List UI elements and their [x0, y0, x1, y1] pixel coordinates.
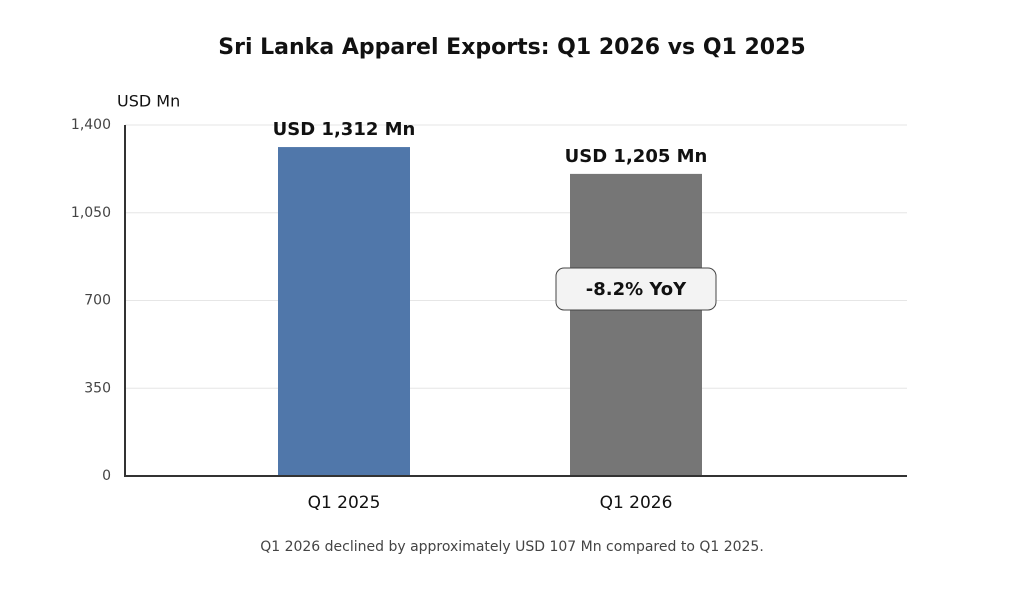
- annotation-box: [555, 267, 717, 311]
- y-tick-label: 1,050: [71, 205, 111, 221]
- x-tick-label: Q1 2026: [600, 493, 673, 513]
- y-axis-label: USD Mn: [117, 92, 180, 111]
- bar: [278, 147, 410, 476]
- footnote: Q1 2026 declined by approximately USD 10…: [260, 539, 764, 555]
- value-label: USD 1,205 Mn: [565, 146, 708, 167]
- y-tick-label: 350: [84, 380, 111, 396]
- y-tick-label: 1,400: [71, 117, 111, 133]
- x-tick-label: Q1 2025: [308, 493, 381, 513]
- y-tick-label: 700: [84, 293, 111, 309]
- annotation: -8.2% YoY: [586, 279, 687, 300]
- y-tick-label: 0: [102, 468, 111, 484]
- bar: [570, 173, 702, 476]
- chart-title: Sri Lanka Apparel Exports: Q1 2026 vs Q1…: [218, 35, 805, 60]
- value-label: USD 1,312 Mn: [273, 119, 416, 140]
